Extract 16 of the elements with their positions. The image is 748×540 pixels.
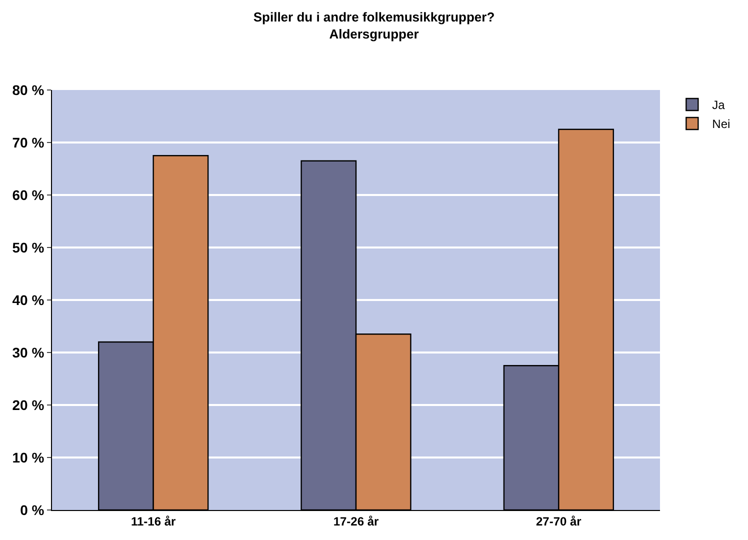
y-tick-label: 20 % [12,396,45,413]
y-tick-label: 30 % [12,344,45,360]
chart-title: Spiller du i andre folkemusikkgrupper? [253,10,495,25]
legend-label: Nei [712,117,730,132]
y-tick-label: 80 % [12,82,45,98]
y-tick-label: 10 % [12,449,45,466]
x-tick-label: 27-70 år [536,514,582,528]
y-tick-label: 60 % [12,186,45,203]
legend-label: Ja [712,98,726,112]
chart-subtitle: Aldersgrupper [329,26,419,42]
y-tick-label: 50 % [12,239,45,256]
x-tick-label: 11-16 år [130,514,176,528]
y-tick-label: 70 % [12,134,45,150]
y-tick-label: 0 % [20,502,45,518]
y-tick-label: 40 % [12,292,45,308]
x-tick-label: 17-26 år [333,514,380,528]
